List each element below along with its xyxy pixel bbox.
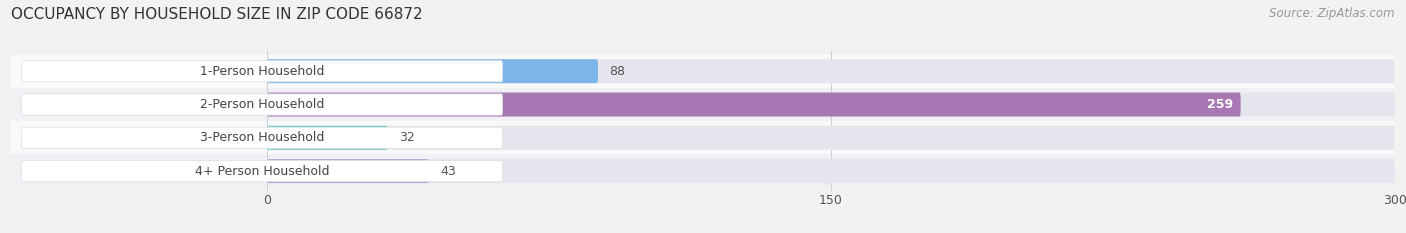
FancyBboxPatch shape — [21, 161, 503, 182]
Bar — [11, 88, 1395, 121]
Bar — [11, 154, 1395, 188]
Bar — [11, 55, 1395, 88]
Text: 88: 88 — [609, 65, 626, 78]
FancyBboxPatch shape — [21, 127, 503, 148]
FancyBboxPatch shape — [21, 94, 503, 115]
Text: Source: ZipAtlas.com: Source: ZipAtlas.com — [1270, 7, 1395, 20]
FancyBboxPatch shape — [21, 61, 503, 82]
Text: 32: 32 — [399, 131, 415, 144]
Text: 43: 43 — [440, 164, 456, 178]
Text: 259: 259 — [1206, 98, 1233, 111]
FancyBboxPatch shape — [267, 159, 1395, 183]
Text: 2-Person Household: 2-Person Household — [200, 98, 325, 111]
Bar — [11, 121, 1395, 154]
FancyBboxPatch shape — [267, 59, 1395, 83]
FancyBboxPatch shape — [267, 126, 1395, 150]
Text: 3-Person Household: 3-Person Household — [200, 131, 325, 144]
FancyBboxPatch shape — [267, 59, 598, 83]
Text: OCCUPANCY BY HOUSEHOLD SIZE IN ZIP CODE 66872: OCCUPANCY BY HOUSEHOLD SIZE IN ZIP CODE … — [11, 7, 423, 22]
FancyBboxPatch shape — [267, 159, 429, 183]
Text: 4+ Person Household: 4+ Person Household — [195, 164, 329, 178]
Text: 1-Person Household: 1-Person Household — [200, 65, 325, 78]
FancyBboxPatch shape — [267, 93, 1395, 116]
FancyBboxPatch shape — [267, 126, 388, 150]
FancyBboxPatch shape — [267, 93, 1240, 116]
